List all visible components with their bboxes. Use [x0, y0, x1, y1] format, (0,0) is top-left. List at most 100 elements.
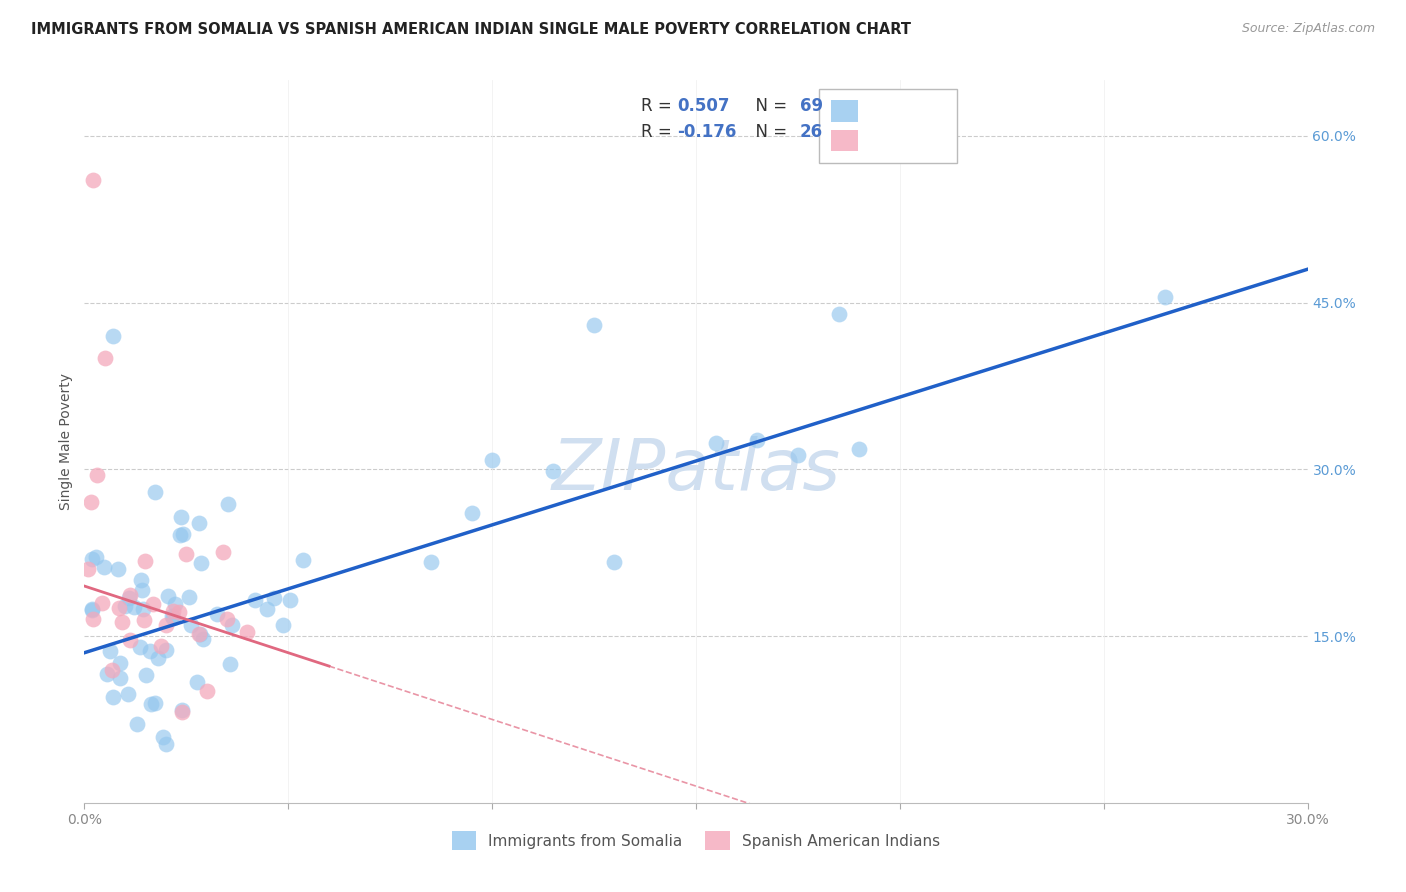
Point [142, 597, 165, 611]
Point [82, 612, 104, 626]
Point [127, 716, 149, 731]
Point [91, 596, 114, 610]
Point [80, 603, 103, 617]
Point [236, 625, 259, 640]
Point [186, 674, 208, 689]
Point [211, 545, 233, 559]
Point [139, 643, 162, 657]
Point [190, 556, 212, 570]
Point [207, 607, 229, 622]
Point [170, 510, 193, 524]
Point [82, 602, 104, 616]
Point [848, 442, 870, 457]
Point [169, 528, 191, 542]
Text: R =: R = [641, 123, 676, 141]
Point [149, 639, 172, 653]
Point [93, 351, 115, 366]
Point [603, 555, 626, 569]
Point [84, 550, 107, 565]
Point [120, 589, 142, 603]
Point [1154, 290, 1177, 304]
Text: 69: 69 [800, 96, 823, 114]
Point [93, 560, 115, 574]
Point [221, 618, 243, 632]
Text: 0.507: 0.507 [678, 96, 730, 114]
Point [131, 582, 153, 597]
Point [165, 597, 187, 611]
Point [107, 562, 129, 576]
Point [543, 464, 565, 478]
Point [155, 642, 177, 657]
Point [172, 703, 194, 717]
Point [117, 687, 139, 701]
Point [292, 553, 315, 567]
Point [271, 618, 294, 632]
Point [169, 605, 191, 619]
Point [706, 436, 728, 450]
Point [135, 667, 157, 681]
Text: R =: R = [641, 96, 676, 114]
Point [481, 453, 503, 467]
Point [160, 608, 183, 623]
Point [747, 434, 769, 448]
Point [583, 318, 606, 332]
Point [174, 547, 197, 561]
Point [170, 706, 193, 720]
Point [787, 448, 810, 462]
Point [155, 737, 177, 751]
Point [110, 671, 132, 685]
Y-axis label: Single Male Poverty: Single Male Poverty [59, 373, 73, 510]
Text: Source: ZipAtlas.com: Source: ZipAtlas.com [1241, 22, 1375, 36]
Point [156, 589, 179, 603]
Text: -0.176: -0.176 [678, 123, 737, 141]
Text: N =: N = [745, 96, 792, 114]
Point [245, 593, 267, 607]
Point [155, 618, 177, 632]
Point [98, 644, 121, 658]
Point [96, 667, 118, 681]
Point [139, 697, 162, 711]
Point [187, 516, 209, 531]
Point [263, 591, 285, 605]
Point [77, 562, 100, 576]
Point [195, 684, 218, 698]
Point [108, 656, 131, 670]
Point [278, 593, 301, 607]
Point [118, 633, 141, 648]
Point [180, 618, 202, 632]
Point [118, 591, 141, 605]
Point [86, 467, 108, 482]
Point [179, 590, 201, 604]
Point [461, 506, 484, 520]
Point [82, 173, 104, 187]
Point [101, 664, 124, 678]
Point [145, 697, 167, 711]
Point [134, 554, 156, 568]
Point [152, 730, 174, 744]
Text: N =: N = [745, 123, 792, 141]
Point [256, 601, 278, 615]
Point [162, 611, 184, 625]
Point [191, 632, 214, 646]
Point [108, 601, 131, 615]
Point [188, 627, 211, 641]
Point [420, 555, 443, 569]
Point [101, 329, 124, 343]
Point [111, 615, 134, 629]
Point [129, 574, 152, 588]
Point [129, 640, 152, 654]
Point [114, 599, 136, 614]
Point [188, 627, 211, 641]
Point [132, 602, 155, 616]
Text: 26: 26 [800, 123, 823, 141]
Point [219, 657, 242, 671]
Point [172, 527, 194, 541]
Point [217, 497, 239, 511]
Point [217, 612, 239, 626]
Point [80, 495, 103, 509]
Point [146, 650, 169, 665]
Point [143, 485, 166, 500]
Point [122, 600, 145, 615]
Legend: Immigrants from Somalia, Spanish American Indians: Immigrants from Somalia, Spanish America… [446, 825, 946, 856]
Point [101, 690, 124, 704]
